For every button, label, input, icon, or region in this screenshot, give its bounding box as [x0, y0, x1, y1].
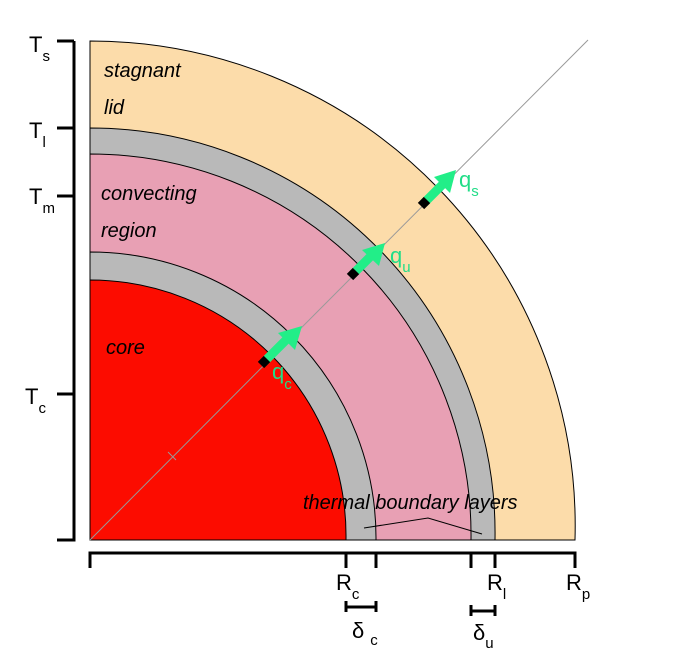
qu-label: qu [390, 243, 411, 276]
qs-label: qs [459, 167, 479, 200]
rc-label: Rc [336, 570, 360, 603]
qc-label: qc [272, 359, 292, 393]
region-label: region [101, 220, 157, 242]
delta-u-label: δu [473, 620, 494, 652]
rp-label: Rp [566, 570, 590, 603]
tc-label: Tc [25, 384, 46, 417]
delta-c-bracket [344, 601, 378, 612]
surface-heat-flux-arrow [417, 170, 456, 210]
radius-tick [167, 451, 177, 461]
ts-label: Ts [29, 32, 50, 65]
upper-heat-flux-arrow [346, 243, 385, 281]
tl-label: Tl [29, 118, 46, 151]
thermal-boundary-layers-label: thermal boundary layers [303, 492, 518, 514]
delta-u-bracket [469, 605, 497, 616]
core-heat-flux-arrow [257, 326, 302, 369]
convecting-label: convecting [101, 183, 197, 205]
core-label: core [106, 337, 145, 359]
rl-label: Rl [487, 570, 506, 603]
lid-label: lid [104, 97, 125, 119]
boundary-layer-pointer [363, 517, 483, 535]
radius-axis [88, 551, 577, 568]
tm-label: Tm [29, 184, 55, 217]
temperature-axis [57, 39, 76, 542]
stagnant-lid-label: stagnant [104, 60, 182, 82]
